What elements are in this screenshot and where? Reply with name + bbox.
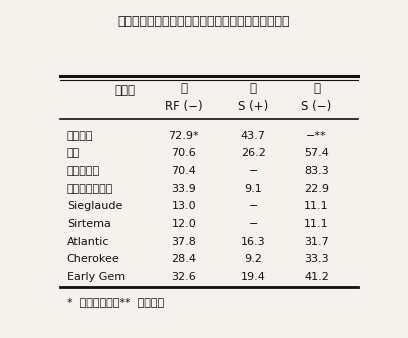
Text: 43.7: 43.7 xyxy=(241,130,266,141)
Text: Sirtema: Sirtema xyxy=(67,219,111,229)
Text: −: − xyxy=(249,201,258,211)
Text: 72.9*: 72.9* xyxy=(169,130,199,141)
Text: RF (−): RF (−) xyxy=(165,100,203,113)
Text: 33.3: 33.3 xyxy=(304,255,329,264)
Text: 19.4: 19.4 xyxy=(241,272,266,282)
Text: 11.1: 11.1 xyxy=(304,219,329,229)
Text: 9.1: 9.1 xyxy=(244,184,262,194)
Text: 供: 供 xyxy=(180,82,187,95)
Text: 33.9: 33.9 xyxy=(171,184,196,194)
Text: 12.0: 12.0 xyxy=(171,219,196,229)
Text: Sieglaude: Sieglaude xyxy=(67,201,122,211)
Text: 13.0: 13.0 xyxy=(171,201,196,211)
Text: 9.2: 9.2 xyxy=(244,255,262,264)
Text: 表３　萌芽茎検定によるそうか病発病の品種間差異: 表３ 萌芽茎検定によるそうか病発病の品種間差異 xyxy=(118,15,290,28)
Text: 16.3: 16.3 xyxy=(241,237,266,247)
Text: 31.7: 31.7 xyxy=(304,237,329,247)
Text: 37.8: 37.8 xyxy=(171,237,196,247)
Text: −**: −** xyxy=(306,130,327,141)
Text: 11.1: 11.1 xyxy=(304,201,329,211)
Text: Early Gem: Early Gem xyxy=(67,272,125,282)
Text: キタアカリ: キタアカリ xyxy=(67,166,100,176)
Text: 試: 試 xyxy=(250,82,257,95)
Text: 28.4: 28.4 xyxy=(171,255,196,264)
Text: −: − xyxy=(249,219,258,229)
Text: 男爵いも: 男爵いも xyxy=(67,130,93,141)
Text: 菌: 菌 xyxy=(313,82,320,95)
Text: *  発病度．　　**  未検定．: * 発病度． ** 未検定． xyxy=(67,297,164,308)
Text: 41.2: 41.2 xyxy=(304,272,329,282)
Text: 26.2: 26.2 xyxy=(241,148,266,158)
Text: Atlantic: Atlantic xyxy=(67,237,109,247)
Text: 32.6: 32.6 xyxy=(171,272,196,282)
Text: S (−): S (−) xyxy=(302,100,332,113)
Text: 品　種: 品 種 xyxy=(115,83,136,97)
Text: ネッカイコガネ: ネッカイコガネ xyxy=(67,184,113,194)
Text: 70.6: 70.6 xyxy=(171,148,196,158)
Text: 70.4: 70.4 xyxy=(171,166,196,176)
Text: S (+): S (+) xyxy=(238,100,268,113)
Text: −: − xyxy=(249,166,258,176)
Text: 57.4: 57.4 xyxy=(304,148,329,158)
Text: 22.9: 22.9 xyxy=(304,184,329,194)
Text: 83.3: 83.3 xyxy=(304,166,329,176)
Text: 紅丸: 紅丸 xyxy=(67,148,80,158)
Text: Cherokee: Cherokee xyxy=(67,255,120,264)
